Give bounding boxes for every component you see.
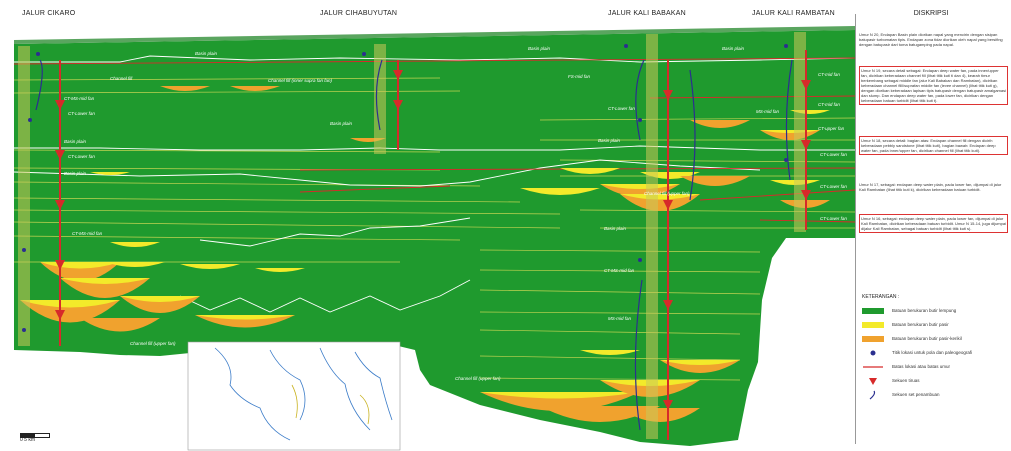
legend-label-tri: Sekuen tiruas: [892, 378, 920, 383]
desc-n19: Umur N 19, secara detail sebagai: Endapa…: [859, 66, 1008, 105]
lbl-basin-plain-1: Basin plain: [195, 51, 218, 56]
desc-n18: Umur N 18, secara detail: bagian atas: E…: [859, 136, 1008, 155]
lbl-ct-ms-mid-fan-2: CT-MS-mid fan: [72, 231, 103, 236]
legend-label-dot: Titik lokasi untuk pola dan paleogeograf…: [892, 350, 973, 355]
legend-row-line: Batas lokasi atau batas umur: [862, 362, 1004, 372]
lbl-ct-ms-mid-fan: CT-MS-mid fan: [64, 96, 95, 101]
lbl-ct-lower-fan-r: CT-Lower fan: [820, 152, 847, 157]
desc-n20: Umur N 20, Endapan Basin plain diorikan …: [859, 32, 1003, 47]
lbl-basin-plain-4: Basin plain: [64, 139, 87, 144]
legend-row-gravel: Batuan berukuran butir pasir-kerikil: [862, 334, 1004, 344]
desc-n17: Umur N 17, sebagai: endapan deep water p…: [859, 182, 1002, 192]
location-dots: [22, 44, 788, 332]
scale-bar: [20, 433, 50, 438]
legend-label-gravel: Batuan berukuran butir pasir-kerikil: [892, 336, 962, 341]
legend-row-mud: Batuan berukuran butir lempung: [862, 306, 1004, 316]
lbl-fs-mid-fan: FS-mid fan: [568, 74, 591, 79]
legend-label-mud: Batuan berukuran butir lempung: [892, 308, 957, 313]
lbl-ms-mid-fan: MS-mid fan: [608, 316, 632, 321]
lbl-ct-lower-fan-r2: CT-Lower fan: [820, 184, 847, 189]
lbl-basin-plain-3: Basin plain: [722, 46, 745, 51]
lbl-channel-fill-3: Channel fill (upper fan): [130, 341, 176, 346]
lbl-ct-lower-fan: CT-Lower fan: [68, 111, 95, 116]
red-triangles: [55, 70, 811, 410]
lbl-channel-fill-2: Channel fill (upper fan): [644, 191, 690, 196]
desc-n16: Umur N 16, sebagai: endapan deep water p…: [859, 214, 1008, 233]
swatch-mud: [862, 308, 884, 314]
header-cihabuyutan: JALUR CIHABUYUTAN: [320, 10, 398, 17]
red-line-icon: [863, 366, 883, 368]
legend-row-tri: Sekuen tiruas: [862, 376, 1004, 386]
legend-label-line: Batas lokasi atau batas umur: [892, 364, 951, 369]
lbl-ms-mid-fan-2: MS-mid fan: [756, 109, 780, 114]
swatch-sand: [862, 322, 884, 328]
header-kali-rambatan: JALUR KALI RAMBATAN: [752, 10, 835, 17]
lbl-basin-plain-2: Basin plain: [528, 46, 551, 51]
lbl-channel-fill-1: Channel fill (inner supra fan fan): [268, 78, 333, 83]
lbl-basin-plain-8: Basin plain: [604, 226, 627, 231]
legend-row-arc: Sekuen set penambuan: [862, 390, 1004, 400]
dot-icon: [870, 350, 876, 356]
top-strip: [14, 26, 855, 44]
panel-title: DISKRIPSI: [913, 10, 949, 17]
section-columns: [18, 32, 806, 439]
legend-row-sand: Batuan berukuran butir pasir: [862, 320, 1004, 330]
blue-arc-icon: [869, 390, 876, 400]
scale-bar-label: 0 5 km: [20, 437, 36, 443]
lbl-ct-lower-fan-r3: CT-Lower fan: [820, 216, 847, 221]
red-triangle-icon: [869, 378, 877, 385]
lbl-ct-mid-fan: CT-mid fan: [818, 72, 840, 77]
lbl-basin-plain-6: Basin plain: [330, 121, 353, 126]
header-kali-babakan: JALUR KALI BABAKAN: [608, 10, 686, 17]
lbl-channel-fill-4: Channel fill (upper fan): [455, 376, 501, 381]
swatch-gravel: [862, 336, 884, 342]
lbl-ct-mid-fan-r: CT-mid fan: [818, 102, 840, 107]
legend-row-dot: Titik lokasi untuk pola dan paleogeograf…: [862, 348, 1004, 358]
header-cikaro: JALUR CIKARO: [22, 10, 76, 17]
lbl-basin-plain-5: Basin plain: [64, 171, 87, 176]
lbl-ct-ms-mid-fan-b: CT-MS-mid fan: [604, 268, 635, 273]
lbl-ct-lower-fan-2: CT-Lower fan: [68, 154, 95, 159]
lbl-ct-upper-fan: CT-upper fan: [818, 126, 845, 131]
description-panel: DISKRIPSI Umur N 20, Endapan Basin plain…: [855, 10, 1008, 444]
blue-arcs: [35, 59, 793, 431]
lbl-channel-fill-upper: Channel fill: [110, 76, 133, 81]
stratigraphic-section: Basin plain Basin plain Basin plain Basi…: [13, 26, 855, 451]
lbl-ct-lower-fan-b: CT-Lower fan: [608, 106, 635, 111]
legend-label-arc: Sekuen set penambuan: [892, 392, 940, 397]
legend-label-sand: Batuan berukuran butir pasir: [892, 322, 949, 327]
age-boundaries: [13, 55, 855, 313]
inset-map: [187, 341, 401, 451]
legend-title: KETERANGAN :: [862, 294, 900, 300]
lbl-basin-plain-7: Basin plain: [598, 138, 621, 143]
